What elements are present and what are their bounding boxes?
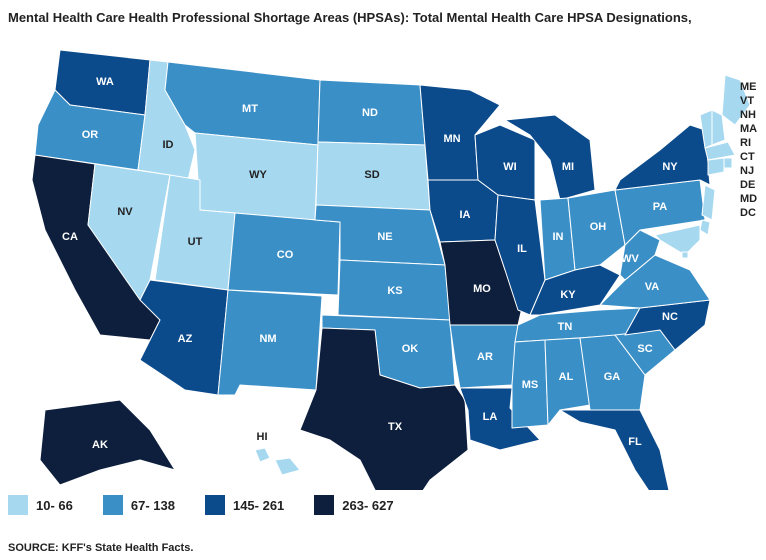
state-KY[interactable] [529,264,621,316]
label-NE: NE [377,231,392,243]
state-NH[interactable] [711,109,726,146]
label-KY: KY [560,289,576,301]
label-NJ: NJ [740,165,754,177]
state-HI[interactable] [254,447,301,476]
state-DE[interactable] [699,219,711,236]
state-CO[interactable] [227,212,341,296]
label-IA: IA [460,209,471,221]
label-DE: DE [740,179,755,191]
state-FL[interactable] [559,409,670,490]
label-IL: IL [517,243,527,255]
label-RI: RI [740,137,751,149]
label-HI: HI [257,431,268,443]
legend: 10- 66 67- 138 145- 261 263- 627 [8,495,394,515]
label-MN: MN [443,133,460,145]
label-GA: GA [604,371,621,383]
map-title: Mental Health Care Health Professional S… [8,10,692,25]
label-MT: MT [242,103,258,115]
label-AK: AK [92,439,108,451]
legend-swatch [204,495,225,515]
state-IL[interactable] [494,194,546,316]
state-AL[interactable] [544,337,591,426]
legend-label: 10- 66 [36,497,73,513]
legend-swatch [102,495,123,515]
label-NH: NH [740,109,756,121]
label-OH: OH [590,221,607,233]
us-choropleth-map: WA OR CA NV ID MT WY UT AZ CO NM ND SD N… [31,49,757,490]
label-SC: SC [637,343,652,355]
label-AR: AR [477,351,493,363]
label-NV: NV [117,206,133,218]
label-CO: CO [277,249,294,261]
label-CA: CA [62,231,78,243]
label-MA: MA [740,123,757,135]
state-RI[interactable] [723,157,733,169]
legend-label: 67- 138 [130,497,175,513]
label-KS: KS [387,285,402,297]
label-OK: OK [402,343,419,355]
label-MI: MI [562,161,574,173]
label-AL: AL [559,371,574,383]
state-AK[interactable] [39,399,176,486]
label-NC: NC [662,311,678,323]
state-MA[interactable] [704,141,736,161]
state-AR[interactable] [449,324,519,389]
label-IN: IN [553,231,564,243]
label-SD: SD [364,169,379,181]
legend-item: 10- 66 [8,495,73,515]
label-ME: ME [740,81,757,93]
legend-item: 263- 627 [314,495,394,515]
label-MD: MD [740,193,757,205]
legend-label: 145- 261 [232,497,285,513]
state-MS[interactable] [511,339,549,429]
label-FL: FL [628,436,642,448]
label-WI: WI [503,161,516,173]
label-LA: LA [483,411,498,423]
state-CT[interactable] [707,157,725,176]
label-PA: PA [653,201,668,213]
source-note: SOURCE: KFF's State Health Facts. [8,542,194,554]
state-NM[interactable] [217,289,323,396]
legend-item: 67- 138 [102,495,175,515]
legend-label: 263- 627 [342,497,394,513]
label-VA: VA [645,281,660,293]
label-CT: CT [740,151,755,163]
state-NJ[interactable] [701,184,716,221]
label-MO: MO [473,283,491,295]
legend-swatch [314,495,335,515]
label-AZ: AZ [178,333,193,345]
state-TX[interactable] [299,327,469,490]
label-VT: VT [740,95,754,107]
label-WY: WY [249,169,267,181]
label-WV: WV [621,253,639,265]
label-UT: UT [188,236,203,248]
state-ME[interactable] [721,74,751,126]
label-NY: NY [662,161,678,173]
state-OH[interactable] [567,189,626,271]
state-NY[interactable] [614,124,711,191]
legend-swatch [8,495,28,515]
state-DC[interactable] [681,251,689,259]
legend-item: 145- 261 [204,495,285,515]
label-ID: ID [163,139,174,151]
state-MI[interactable] [504,114,596,201]
label-NM: NM [259,333,276,345]
label-ND: ND [362,107,378,119]
label-TX: TX [388,421,403,433]
label-WA: WA [96,76,114,88]
label-TN: TN [558,321,573,333]
label-MS: MS [522,379,539,391]
label-OR: OR [82,129,99,141]
state-MD[interactable] [654,224,701,256]
label-DC: DC [740,207,756,219]
